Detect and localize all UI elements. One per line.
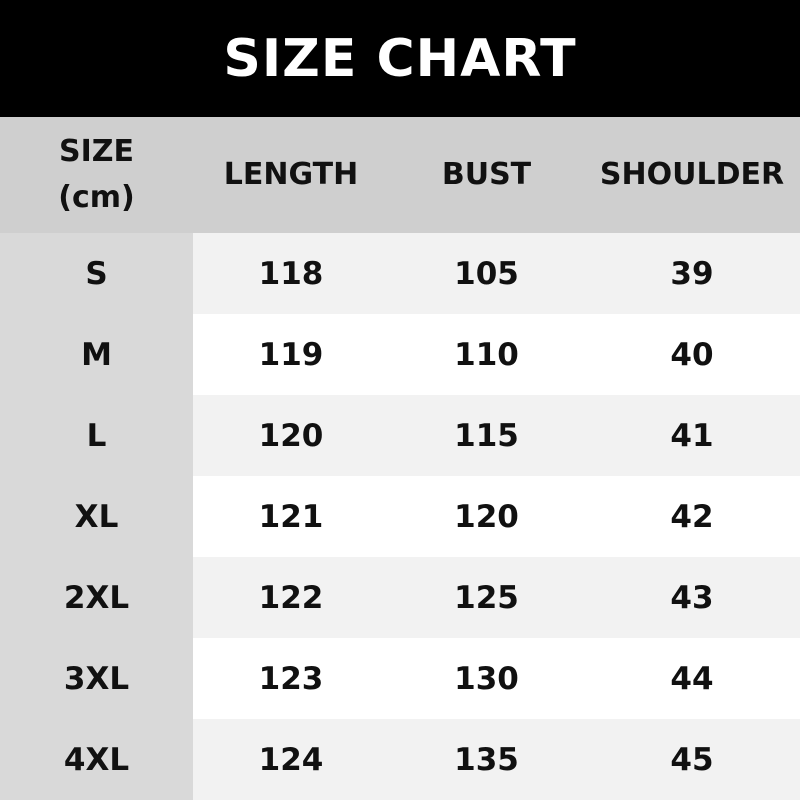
cell-length: 123 <box>258 660 324 697</box>
header-unit-label: (cm) <box>58 180 135 215</box>
cell-size: L <box>0 395 193 476</box>
header-shoulder: SHOULDER <box>599 157 785 192</box>
cell-size: 2XL <box>0 557 193 638</box>
cell-bust: 120 <box>454 498 519 535</box>
cell-size: M <box>0 314 193 395</box>
cell-size: S <box>0 233 193 314</box>
cell-bust: 105 <box>454 255 519 292</box>
cell-length: 122 <box>258 579 324 616</box>
cell-shoulder: 41 <box>670 417 714 454</box>
cell-length: 118 <box>258 255 324 292</box>
cell-size: 3XL <box>0 638 193 719</box>
cell-size: XL <box>0 476 193 557</box>
cell-length: 119 <box>258 336 324 373</box>
cell-bust: 130 <box>454 660 519 697</box>
cell-length: 121 <box>258 498 324 535</box>
row-background <box>193 233 800 314</box>
row-background <box>193 638 800 719</box>
header-size: SIZE (cm) <box>0 117 193 233</box>
table-row: 4XL 124 135 45 <box>0 719 800 800</box>
table-header: SIZE (cm) LENGTH BUST SHOULDER <box>0 117 800 233</box>
row-background <box>193 719 800 800</box>
table-row: XL 121 120 42 <box>0 476 800 557</box>
row-background <box>193 476 800 557</box>
cell-bust: 115 <box>454 417 519 454</box>
cell-shoulder: 39 <box>670 255 714 292</box>
table-row: 3XL 123 130 44 <box>0 638 800 719</box>
cell-size: 4XL <box>0 719 193 800</box>
row-background <box>193 557 800 638</box>
table-row: S 118 105 39 <box>0 233 800 314</box>
table-body: S 118 105 39 M 119 110 40 L 120 115 41 XL 121 120 42 2XL… <box>0 233 800 800</box>
table-row: 2XL 122 125 43 <box>0 557 800 638</box>
row-background <box>193 395 800 476</box>
cell-shoulder: 43 <box>670 579 714 616</box>
header-length: LENGTH <box>223 157 359 192</box>
cell-bust: 125 <box>454 579 519 616</box>
cell-bust: 135 <box>454 741 519 778</box>
table-row: L 120 115 41 <box>0 395 800 476</box>
cell-shoulder: 40 <box>670 336 714 373</box>
cell-bust: 110 <box>454 336 519 373</box>
cell-shoulder: 45 <box>670 741 714 778</box>
page-title: SIZE CHART <box>0 0 800 117</box>
header-bust: BUST <box>441 157 532 192</box>
header-size-label: SIZE <box>58 134 134 169</box>
cell-length: 120 <box>258 417 324 454</box>
cell-shoulder: 42 <box>670 498 714 535</box>
row-background <box>193 314 800 395</box>
cell-length: 124 <box>258 741 324 778</box>
cell-shoulder: 44 <box>670 660 714 697</box>
table-row: M 119 110 40 <box>0 314 800 395</box>
